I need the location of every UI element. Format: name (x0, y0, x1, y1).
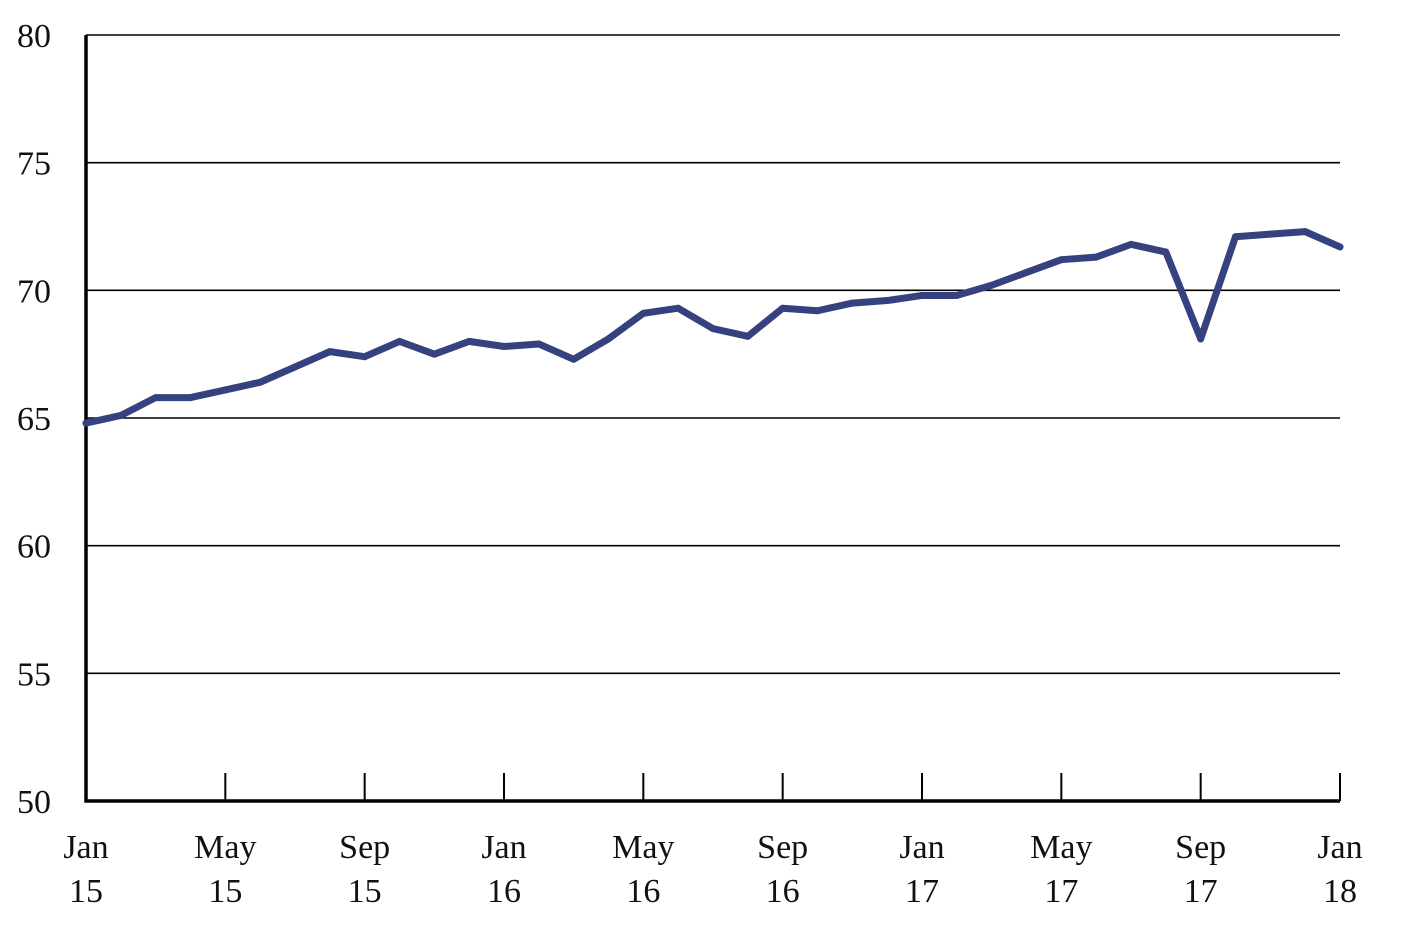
data-point (291, 363, 299, 371)
data-point (82, 419, 90, 427)
data-point (744, 332, 752, 340)
data-point (1057, 256, 1065, 264)
data-point (187, 394, 194, 402)
data-point (221, 386, 229, 394)
x-tick-label-month: Sep (339, 829, 390, 866)
x-tick-label-month: Sep (757, 829, 808, 866)
data-point (1336, 243, 1344, 251)
data-point (1127, 240, 1135, 248)
x-tick-label-month: May (1030, 829, 1092, 866)
x-tick-label-year: 18 (1323, 873, 1357, 910)
data-point (674, 304, 682, 312)
y-tick-label: 80 (17, 18, 51, 55)
y-tick-label: 60 (17, 529, 51, 566)
data-point (605, 335, 612, 343)
data-point (709, 325, 717, 333)
data-point (848, 299, 856, 307)
x-tick-label-year: 17 (905, 873, 939, 910)
series-layer (82, 228, 1344, 427)
data-point (1301, 228, 1309, 236)
data-point (1023, 268, 1030, 276)
data-point (953, 291, 961, 299)
x-axis-ticks: Jan 15 May 15 Sep 15 Jan 16 May 16 Sep 16 Jan 17 May 17… (63, 773, 1363, 910)
x-tick-label-year: 16 (487, 873, 521, 910)
data-point (988, 281, 996, 289)
x-tick-label-month: May (612, 829, 674, 866)
data-point (779, 304, 787, 312)
x-tick-label-year: 15 (208, 873, 242, 910)
data-point (814, 307, 821, 315)
data-point (152, 394, 160, 402)
y-tick-label: 55 (17, 656, 51, 693)
data-point (883, 297, 891, 305)
data-point (1197, 335, 1205, 343)
data-point (500, 343, 508, 351)
y-tick-label: 70 (17, 273, 51, 310)
data-point (361, 353, 369, 361)
y-tick-label: 50 (17, 784, 51, 821)
x-tick-label-month: Jan (63, 829, 108, 866)
x-tick-label-year: 17 (1184, 873, 1218, 910)
x-tick-label-month: May (194, 829, 256, 866)
y-tick-label: 65 (17, 401, 51, 438)
data-point (465, 337, 473, 345)
y-axis-tick-labels: 50 55 60 65 70 75 80 (17, 18, 51, 821)
x-tick-label-month: Jan (1317, 829, 1362, 866)
gridlines (86, 34, 1340, 675)
data-point (396, 337, 403, 345)
x-tick-label-month: Jan (481, 829, 526, 866)
data-point (117, 411, 125, 419)
data-point (430, 350, 438, 358)
x-tick-label-year: 16 (766, 873, 800, 910)
x-tick-label-month: Jan (899, 829, 944, 866)
x-tick-label-year: 15 (348, 873, 382, 910)
data-point (1162, 248, 1170, 256)
x-tick-label-year: 15 (69, 873, 103, 910)
y-tick-label: 75 (17, 146, 51, 183)
data-point (326, 348, 334, 356)
data-point (256, 378, 264, 386)
data-point (1092, 253, 1100, 261)
data-point (570, 355, 578, 363)
x-tick-label-year: 17 (1044, 873, 1078, 910)
data-point (1266, 230, 1274, 238)
data-point (1232, 233, 1239, 241)
data-point (639, 309, 647, 317)
x-tick-label-year: 16 (626, 873, 660, 910)
data-point (918, 291, 926, 299)
data-point (535, 340, 543, 348)
x-tick-label-month: Sep (1175, 829, 1226, 866)
